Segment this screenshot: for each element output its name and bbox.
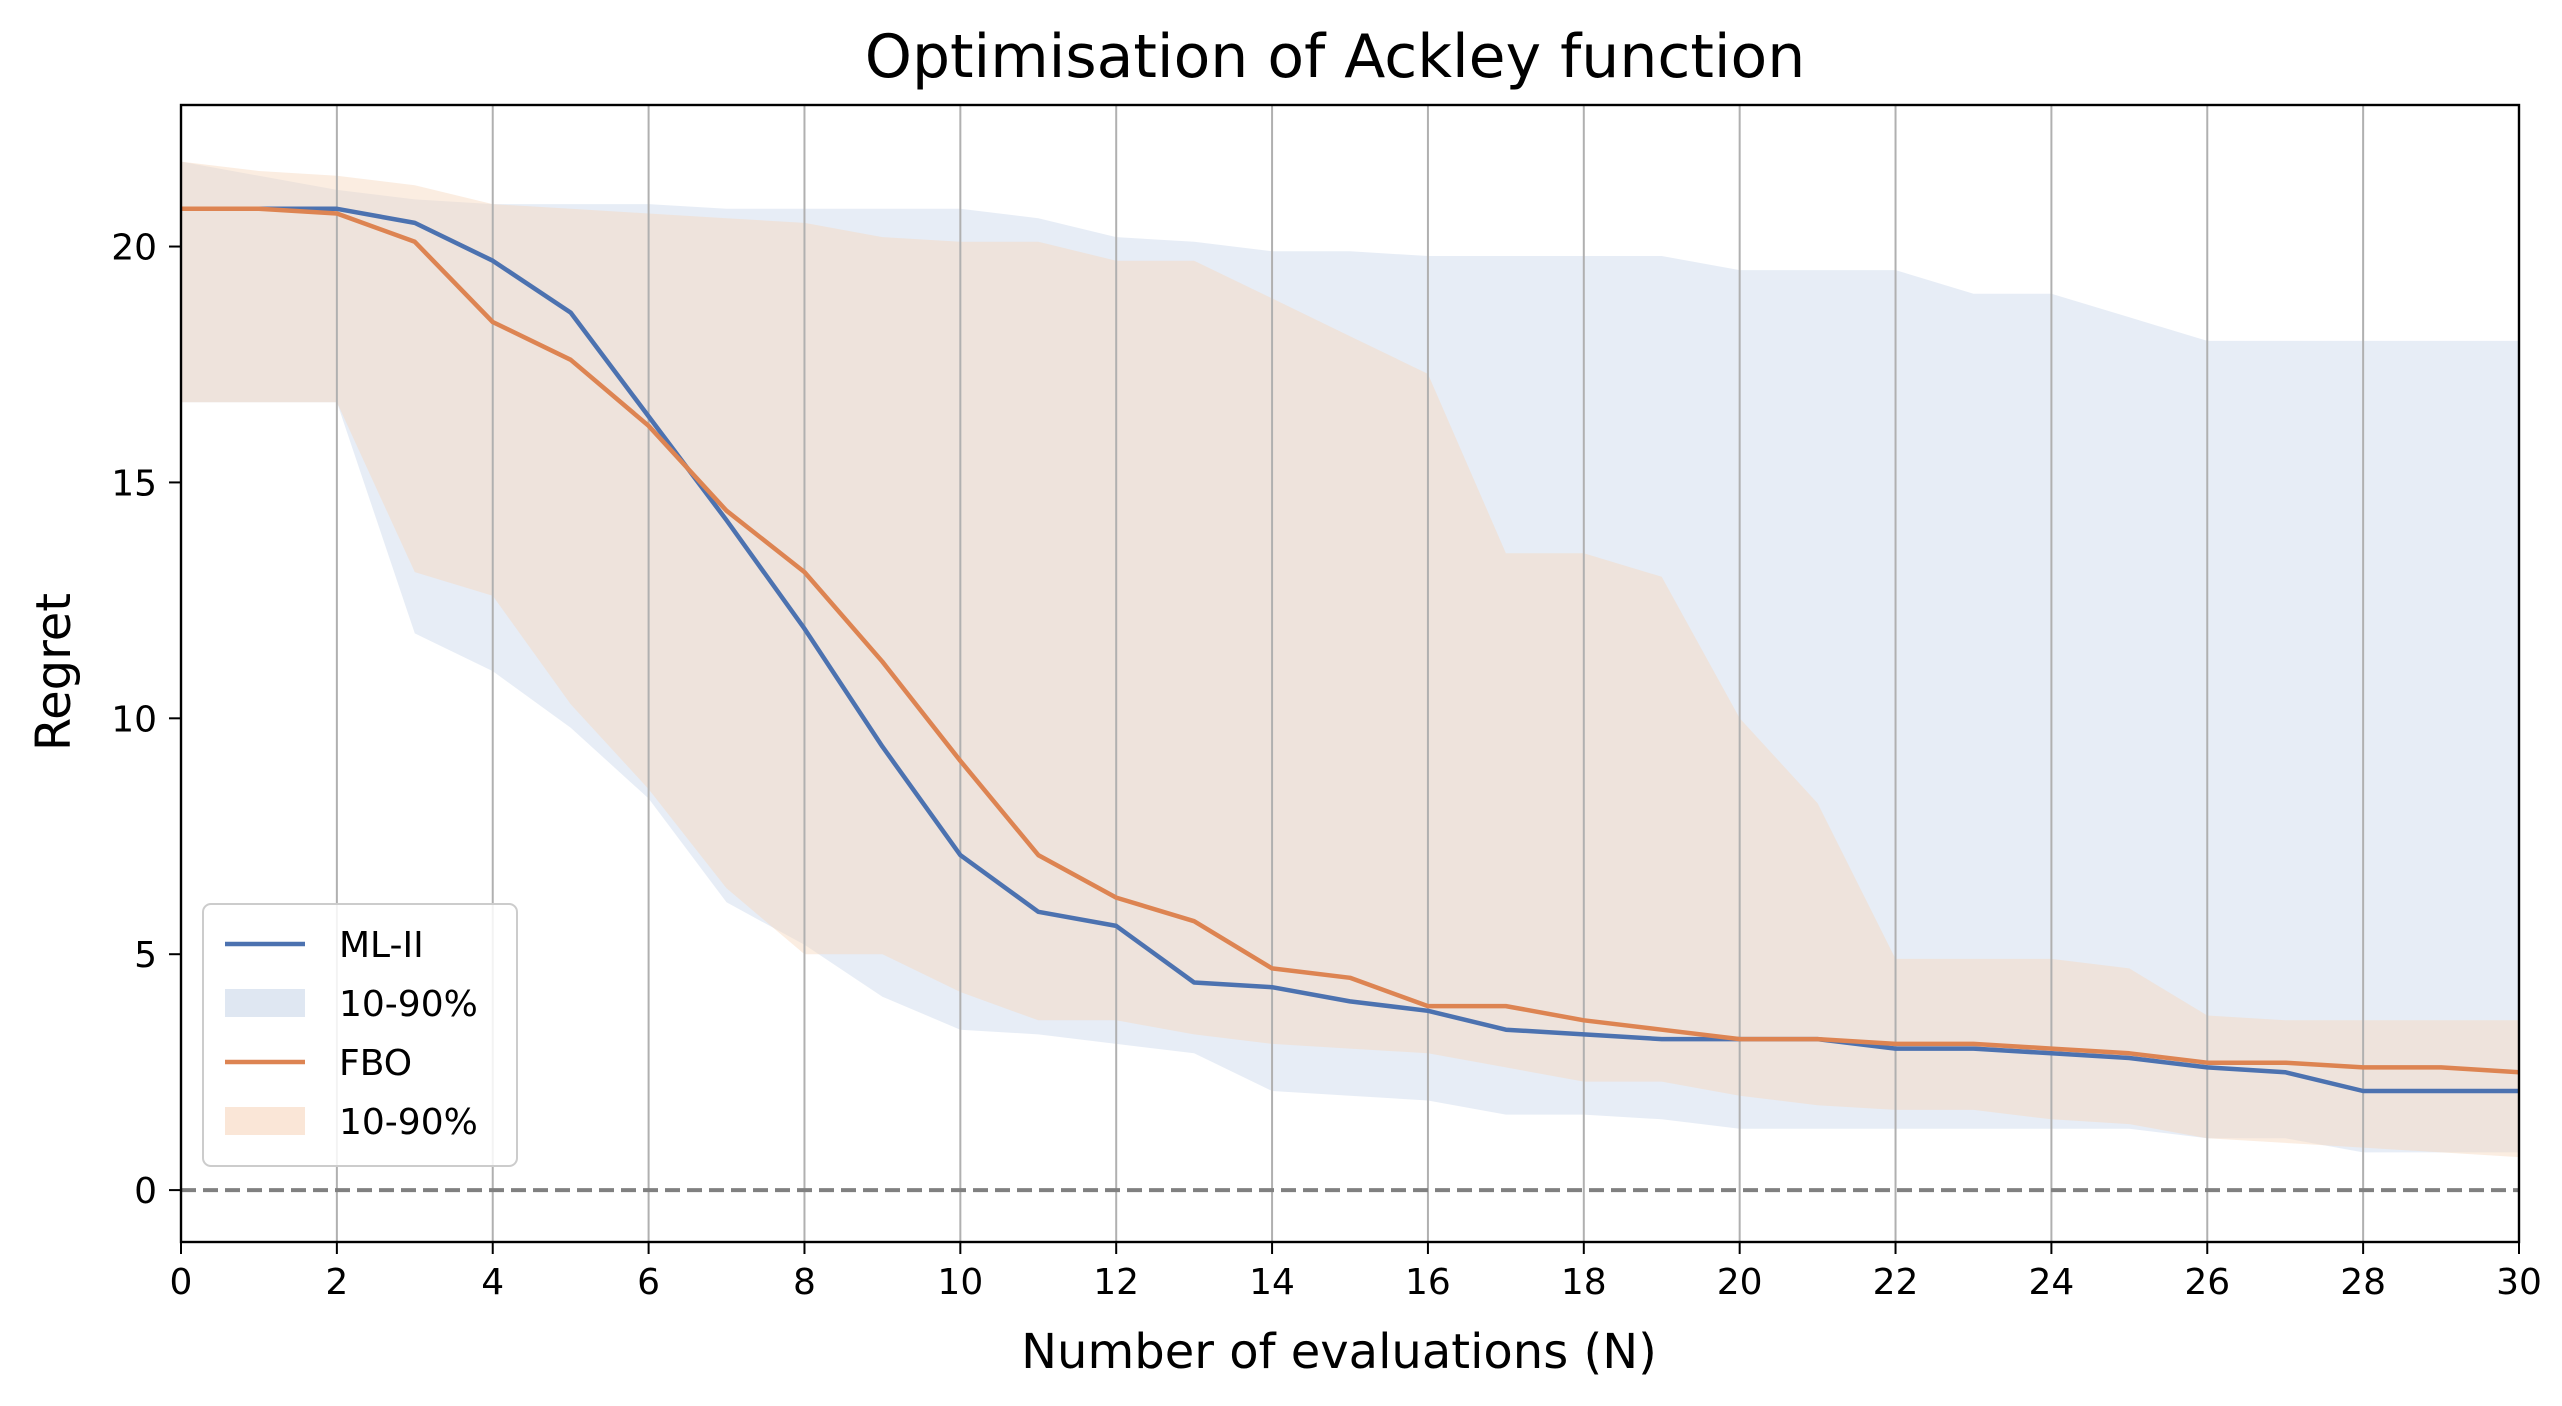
legend-label-fbo: FBO <box>339 1043 412 1084</box>
x-tick-label-10: 10 <box>937 1262 983 1303</box>
x-tick-label-2: 2 <box>325 1262 348 1303</box>
legend-band-swatch-fbo <box>225 1107 305 1135</box>
y-tick-label-15: 15 <box>111 463 157 504</box>
x-tick-label-28: 28 <box>2340 1262 2386 1303</box>
axes-frame <box>179 103 2521 1244</box>
line-ml-ii <box>181 206 2519 1094</box>
band-fbo <box>181 161 2519 1158</box>
line-fbo <box>181 206 2519 1075</box>
x-tick-label-4: 4 <box>481 1262 504 1303</box>
legend-box <box>202 903 518 1167</box>
x-tick-label-26: 26 <box>2184 1262 2230 1303</box>
x-tick-label-14: 14 <box>1249 1262 1295 1303</box>
y-axis-label: Regret <box>26 593 82 751</box>
x-tick-label-20: 20 <box>1717 1262 1763 1303</box>
x-tick-label-22: 22 <box>1873 1262 1919 1303</box>
legend-band-swatch-ml-ii <box>225 989 305 1017</box>
y-tick-label-5: 5 <box>134 935 157 976</box>
x-tick-label-30: 30 <box>2496 1262 2542 1303</box>
x-tick-label-12: 12 <box>1093 1262 1139 1303</box>
y-tick-label-0: 0 <box>134 1171 157 1212</box>
x-axis-label: Number of evaluations (N) <box>1021 1324 1657 1380</box>
legend-band-label-fbo: 10-90% <box>339 1102 478 1143</box>
x-tick-label-24: 24 <box>2028 1262 2074 1303</box>
x-tick-label-18: 18 <box>1561 1262 1607 1303</box>
legend-band-label-ml-ii: 10-90% <box>339 984 478 1025</box>
x-tick-label-6: 6 <box>637 1262 660 1303</box>
y-tick-label-20: 20 <box>111 228 157 269</box>
y-tick-label-10: 10 <box>111 699 157 740</box>
plot-content <box>181 105 2519 1242</box>
x-tick-label-0: 0 <box>170 1262 193 1303</box>
legend: ML-II 10-90% FBO 10-90% <box>202 903 518 1167</box>
band-ml-ii <box>181 161 2519 1153</box>
x-tick-label-16: 16 <box>1405 1262 1451 1303</box>
legend-label-ml-ii: ML-II <box>339 925 424 966</box>
chart-title: Optimisation of Ackley function <box>865 22 1806 92</box>
x-tick-label-8: 8 <box>793 1262 816 1303</box>
